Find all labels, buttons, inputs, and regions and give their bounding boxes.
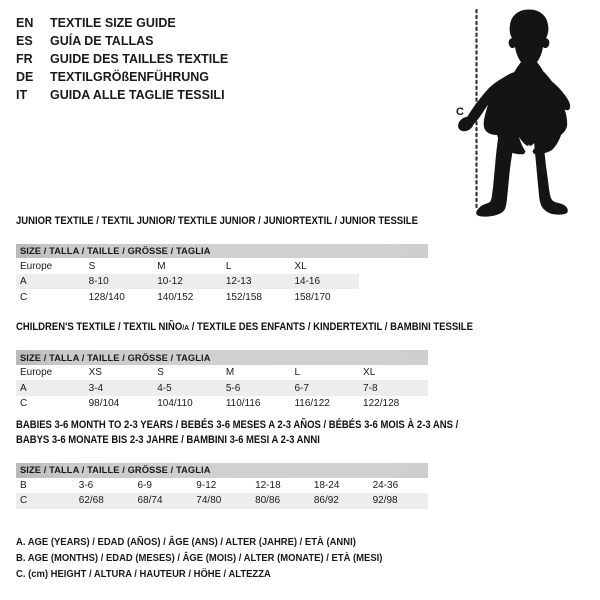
svg-text:C: C (456, 106, 464, 118)
